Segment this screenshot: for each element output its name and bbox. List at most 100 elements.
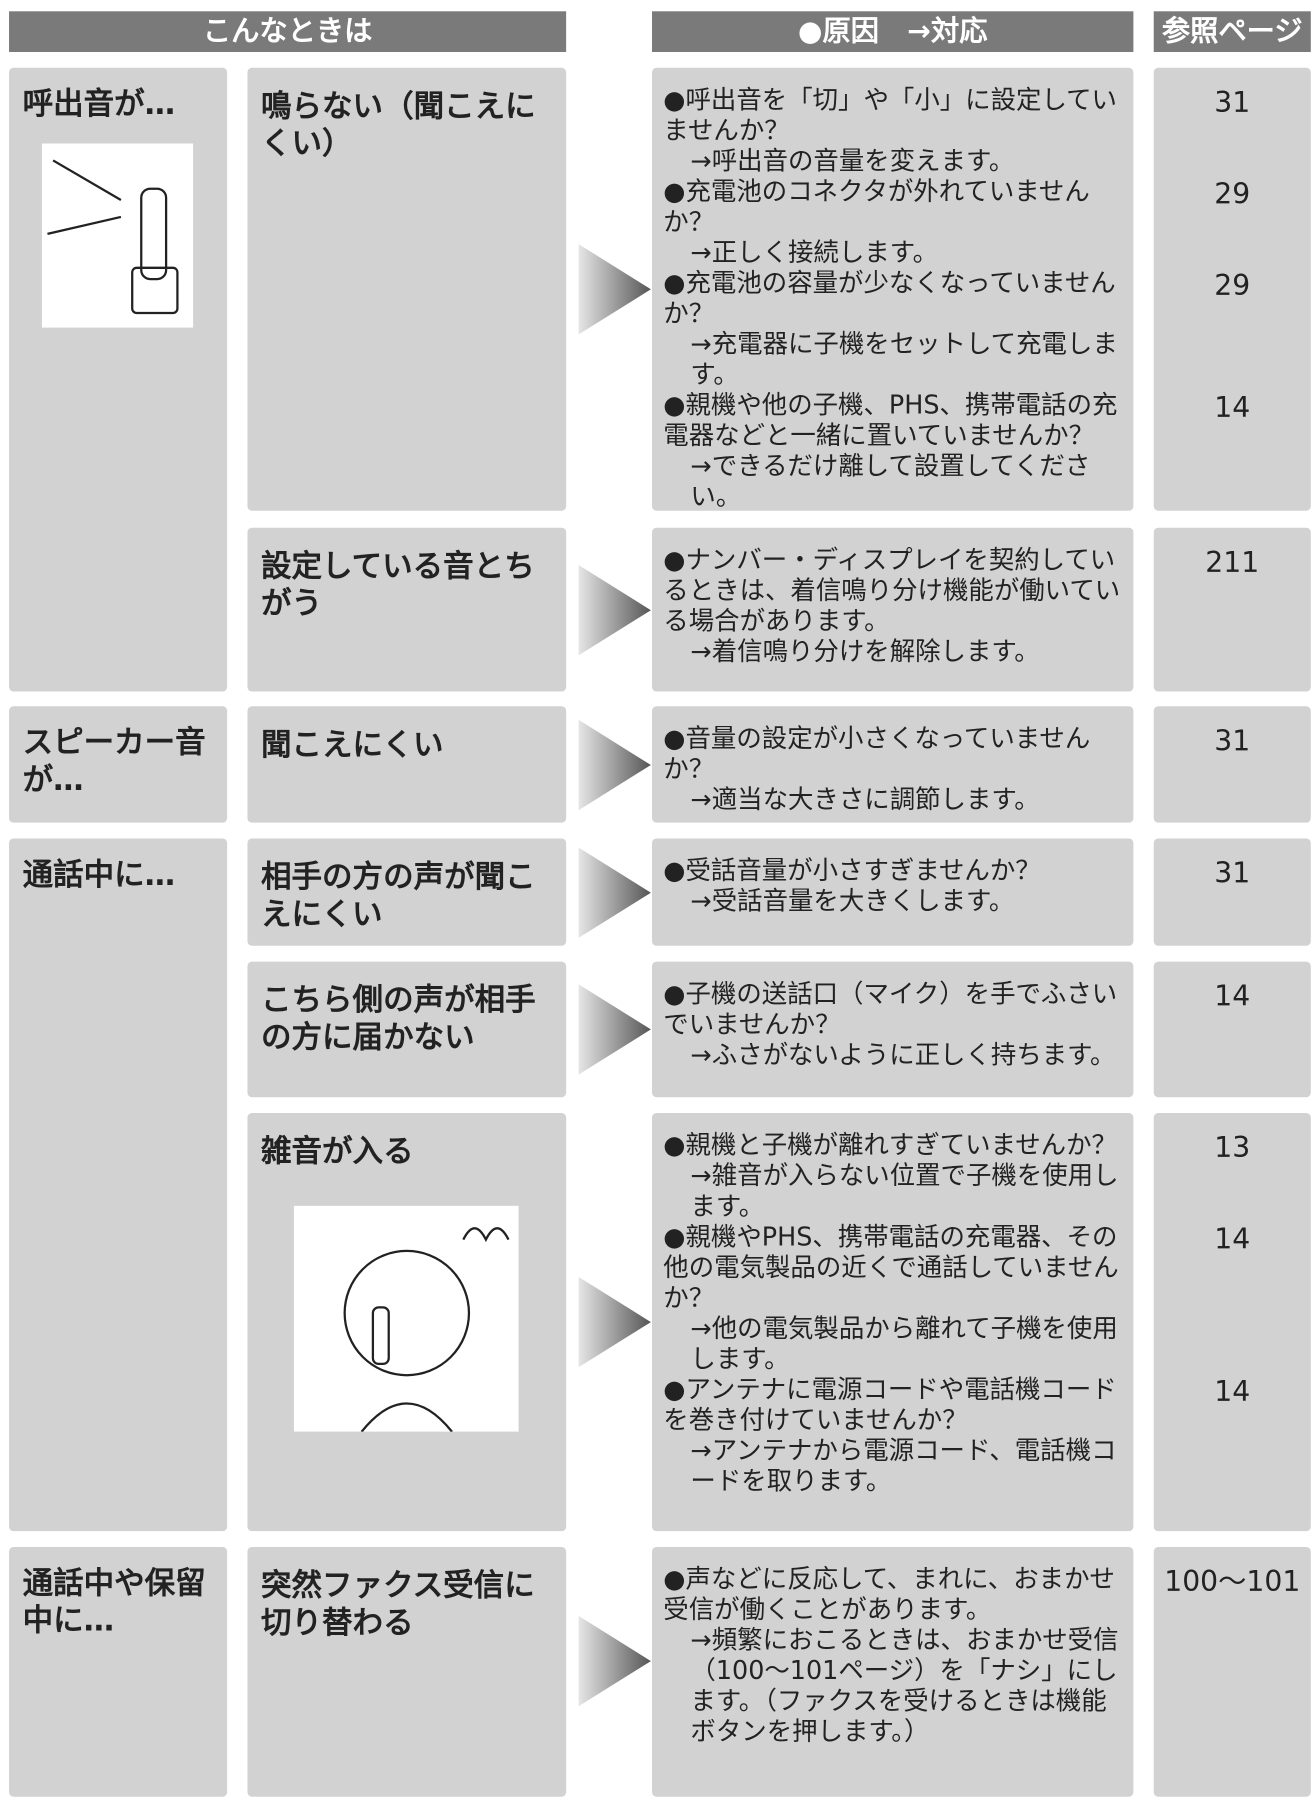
cause: ●声などに反応して、まれに、おまかせ受信が働くことがあります。 <box>663 1565 1115 1625</box>
cause-row: ●充電池の容量が少なくなっていませんか？ →充電器に子機をセットして充電します。 2… <box>652 269 1311 391</box>
group-label: 通話中や保留中に… <box>9 1546 228 1797</box>
cause-text: ●アンテナに電源コードや電話機コードを巻き付けていませんか？ →アンテナから電源コ… <box>652 1375 1133 1497</box>
cause: ●充電池のコネクタが外れていませんか？ <box>663 177 1090 238</box>
cause-box <box>652 961 1134 1098</box>
cause-row: ●声などに反応して、まれに、おまかせ受信が働くことがあります。 →頻繁におこるとき… <box>652 1565 1311 1748</box>
header: こんなときは <box>9 11 567 52</box>
page-ref: 29 <box>1214 177 1251 211</box>
page-box <box>1153 961 1311 1098</box>
page-ref: 14 <box>1214 979 1251 1013</box>
cause-box <box>652 1113 1134 1532</box>
cause: ●子機の送話口（マイク）を手でふさいでいませんか？ <box>663 979 1118 1040</box>
symptom: 設定している音とちがう <box>247 527 567 692</box>
page-ref: 100〜101 <box>1164 1565 1301 1598</box>
cause-list: ●音量の設定が小さくなっていませんか？ →適当な大きさに調節します。 31 <box>652 724 1311 816</box>
page-ref: 29 <box>1214 268 1251 302</box>
cause-text: ●受話音量が小さすぎませんか？ →受話音量を大きくします。 <box>652 857 1133 918</box>
arrow <box>578 984 651 1075</box>
page-ref: 31 <box>1214 856 1251 890</box>
cause-list: ●声などに反応して、まれに、おまかせ受信が働くことがあります。 →頻繁におこるとき… <box>652 1565 1311 1748</box>
arrow <box>578 1276 651 1368</box>
cause-row: ●子機の送話口（マイク）を手でふさいでいませんか？ →ふさがないように正しく持ちま… <box>652 980 1311 1072</box>
cause: ●ナンバー・ディスプレイを契約しているときは、着信鳴り分け機能が働いている場合が… <box>663 545 1121 637</box>
group-label: スピーカー音が… <box>9 706 228 823</box>
cause-list: ●呼出音を「切」や「小」に設定していませんか？ →呼出音の音量を変えます。 31 ●充… <box>652 86 1311 513</box>
header: ●原因 →対応 <box>652 11 1134 52</box>
group-label: 通話中に… <box>9 838 228 1532</box>
cause-text: ●子機の送話口（マイク）を手でふさいでいませんか？ →ふさがないように正しく持ちま… <box>652 980 1133 1072</box>
cause-list: ●親機と子機が離れすぎていませんか？ →雑音が入らない位置で子機を使用します。 13… <box>652 1131 1311 1497</box>
cause-box <box>652 706 1134 823</box>
cause-text: ●声などに反応して、まれに、おまかせ受信が働くことがあります。 →頻繁におこるとき… <box>652 1565 1133 1748</box>
cause: ●受話音量が小さすぎませんか？ <box>663 856 1041 886</box>
cause: ●充電池の容量が少なくなっていませんか？ <box>663 268 1116 329</box>
symptom: 突然ファクス受信に切り替わる <box>247 1546 567 1797</box>
page-ref: 31 <box>1214 85 1251 119</box>
cause-row: ●充電池のコネクタが外れていませんか？ →正しく接続します。 29 <box>652 177 1311 269</box>
remedy: →正しく接続します。 <box>690 238 939 268</box>
page-box <box>1153 67 1311 511</box>
cause-text: ●ナンバー・ディスプレイを契約しているときは、着信鳴り分け機能が働いている場合が… <box>652 546 1133 668</box>
remedy: →雑音が入らない位置で子機を使用します。 <box>690 1161 1119 1222</box>
cause-text: ●充電池のコネクタが外れていませんか？ →正しく接続します。 <box>652 177 1133 269</box>
cause-row: ●親機やPHS、携帯電話の充電器、その他の電気製品の近くで通話していませんか？ →… <box>652 1223 1311 1376</box>
arrow <box>578 846 651 938</box>
remedy: →他の電気製品から離れて子機を使用します。 <box>690 1314 1118 1375</box>
page-box <box>1153 1113 1311 1532</box>
cause-list: ●子機の送話口（マイク）を手でふさいでいませんか？ →ふさがないように正しく持ちま… <box>652 980 1311 1072</box>
cause-text: ●充電池の容量が少なくなっていませんか？ →充電器に子機をセットして充電します。 <box>652 269 1133 391</box>
arrow <box>578 564 651 655</box>
header: 参照ページ <box>1153 11 1311 52</box>
cause-row: ●受話音量が小さすぎませんか？ →受話音量を大きくします。 31 <box>652 857 1311 918</box>
cause: ●親機と子機が離れすぎていませんか？ <box>663 1131 1117 1161</box>
page-ref: 14 <box>1214 1222 1251 1256</box>
cause: ●親機やPHS、携帯電話の充電器、その他の電気製品の近くで通話していませんか？ <box>663 1222 1119 1314</box>
remedy: →呼出音の音量を変えます。 <box>690 146 1015 177</box>
symptom: 聞こえにくい <box>247 706 567 823</box>
cause-box <box>652 1546 1134 1797</box>
cause-row: ●音量の設定が小さくなっていませんか？ →適当な大きさに調節します。 31 <box>652 724 1311 816</box>
cause-text: ●呼出音を「切」や「小」に設定していませんか？ →呼出音の音量を変えます。 <box>652 86 1133 178</box>
remedy: →充電器に子機をセットして充電します。 <box>690 329 1118 390</box>
arrow <box>578 719 651 810</box>
cause-text: ●親機やPHS、携帯電話の充電器、その他の電気製品の近くで通話していませんか？ →… <box>652 1223 1133 1376</box>
cause-text: ●親機と子機が離れすぎていませんか？ →雑音が入らない位置で子機を使用します。 <box>652 1131 1133 1223</box>
symptom: 鳴らない（聞こえにくい） <box>247 67 567 511</box>
remedy: →適当な大きさに調節します。 <box>690 785 1040 815</box>
cause: ●親機や他の子機、PHS、携帯電話の充電器などと一緒に置いていませんか？ <box>663 390 1118 451</box>
illustration <box>41 143 194 328</box>
remedy: →受話音量を大きくします。 <box>690 887 1015 917</box>
cause-box <box>652 838 1134 946</box>
page-box <box>1153 527 1311 692</box>
page-box <box>1153 838 1311 946</box>
page-box <box>1153 706 1311 823</box>
remedy: →ふさがないように正しく持ちます。 <box>690 1040 1116 1071</box>
remedy: →アンテナから電源コード、電話機コードを取ります。 <box>690 1436 1117 1497</box>
cause-row: ●アンテナに電源コードや電話機コードを巻き付けていませんか？ →アンテナから電源コ… <box>652 1375 1311 1497</box>
symptom: 相手の方の声が聞こえにくい <box>247 838 567 946</box>
page-box <box>1153 1546 1311 1797</box>
page-ref: 14 <box>1214 390 1251 424</box>
page-ref: 31 <box>1214 724 1251 758</box>
symptom: こちら側の声が相手の方に届かない <box>247 961 567 1098</box>
cause-row: ●ナンバー・ディスプレイを契約しているときは、着信鳴り分け機能が働いている場合が… <box>652 546 1311 668</box>
cause: ●音量の設定が小さくなっていませんか？ <box>663 724 1091 785</box>
remedy: →できるだけ離して設置してください。 <box>690 452 1091 512</box>
cause: ●アンテナに電源コードや電話機コードを巻き付けていませんか？ <box>663 1375 1117 1436</box>
cause-list: ●受話音量が小さすぎませんか？ →受話音量を大きくします。 31 <box>652 857 1311 918</box>
arrow <box>578 1615 651 1706</box>
arrow <box>578 244 651 335</box>
illustration <box>293 1205 519 1432</box>
cause-box <box>652 527 1134 692</box>
cause-box <box>652 67 1134 511</box>
page-ref: 14 <box>1214 1375 1251 1408</box>
cause-row: ●親機や他の子機、PHS、携帯電話の充電器などと一緒に置いていませんか？ →できる… <box>652 391 1311 513</box>
remedy: →頻繁におこるときは、おまかせ受信（100〜101ページ）を「ナシ」にします。（… <box>690 1626 1119 1747</box>
cause-list: ●ナンバー・ディスプレイを契約しているときは、着信鳴り分け機能が働いている場合が… <box>652 546 1311 668</box>
remedy: →着信鳴り分けを解除します。 <box>690 637 1040 667</box>
page-ref: 211 <box>1205 545 1260 579</box>
cause-row: ●呼出音を「切」や「小」に設定していませんか？ →呼出音の音量を変えます。 31 <box>652 86 1311 178</box>
page-ref: 13 <box>1214 1131 1251 1164</box>
cause-text: ●親機や他の子機、PHS、携帯電話の充電器などと一緒に置いていませんか？ →できる… <box>652 391 1133 513</box>
